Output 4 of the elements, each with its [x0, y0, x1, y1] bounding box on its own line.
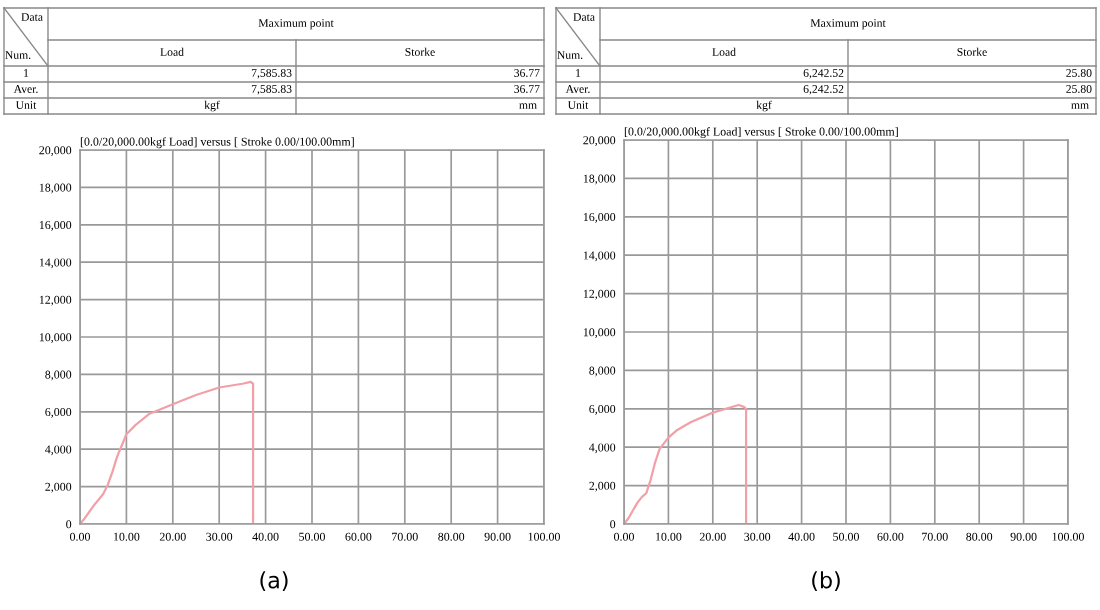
line-series [624, 403, 748, 524]
text: (a) [260, 571, 288, 592]
line-series [80, 380, 255, 524]
text: (b) [812, 571, 840, 592]
